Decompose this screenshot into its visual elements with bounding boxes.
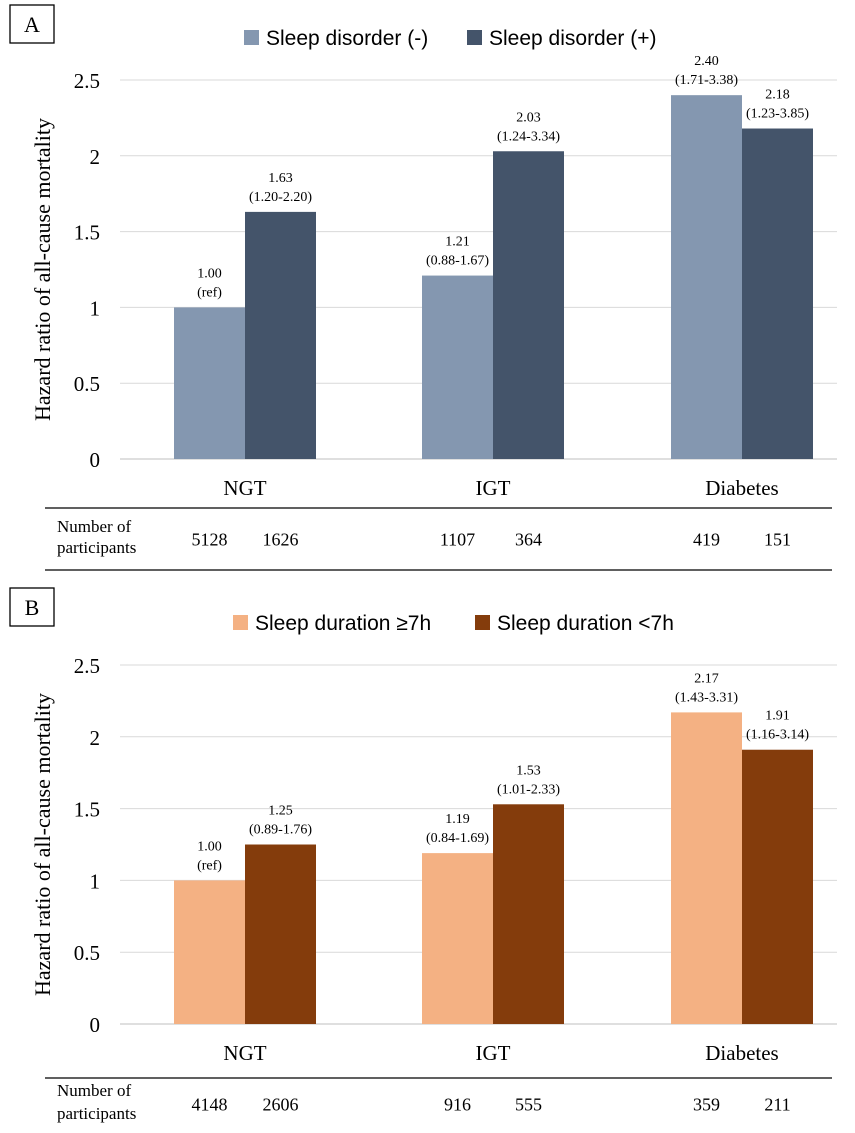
bar-value-label: 1.53: [516, 763, 541, 778]
bar-value-label: 2.40: [694, 54, 719, 69]
participant-count: 2606: [263, 1095, 299, 1115]
bar: [671, 95, 742, 459]
legend-swatch: [475, 615, 490, 630]
panel-label: B: [25, 595, 40, 620]
y-axis-label: Hazard ratio of all-cause mortality: [30, 693, 55, 996]
y-tick-label: 2: [90, 726, 101, 750]
bar: [174, 307, 245, 459]
bar-ci-label: (1.24-3.34): [497, 129, 560, 144]
bar-ci-label: (ref): [197, 858, 222, 873]
legend-swatch: [467, 30, 482, 45]
bar-ci-label: (1.16-3.14): [746, 728, 809, 743]
participants-label-line2: participants: [57, 538, 136, 557]
y-axis-label: Hazard ratio of all-cause mortality: [30, 118, 55, 421]
bar: [245, 211, 316, 459]
participant-count: 5128: [192, 530, 228, 550]
bar-ci-label: (1.01-2.33): [497, 782, 560, 797]
participant-count: 1107: [440, 530, 475, 550]
bar-ci-label: (0.84-1.69): [426, 831, 489, 846]
bar: [493, 804, 564, 1024]
bar: [422, 853, 493, 1024]
bar-value-label: 2.18: [765, 88, 790, 103]
participants-label-line1: Number of: [57, 1081, 131, 1100]
bar: [742, 749, 813, 1024]
panel-label-box: [9, 587, 55, 627]
bar-ci-label: (1.43-3.31): [675, 690, 738, 705]
legend-label: Sleep duration ≥7h: [255, 612, 431, 635]
bar-value-label: 1.63: [268, 171, 293, 186]
participant-count: 4148: [192, 1095, 228, 1115]
x-category-label: IGT: [476, 476, 511, 500]
participants-label-line2: participants: [57, 1104, 136, 1123]
x-category-label: Diabetes: [705, 1041, 778, 1065]
legend-label: Sleep disorder (-): [266, 27, 428, 50]
bar-value-label: 1.25: [268, 804, 293, 819]
bar-value-label: 2.03: [516, 110, 541, 125]
legend-swatch: [244, 30, 259, 45]
bar-value-label: 1.91: [765, 709, 790, 724]
y-tick-label: 1.5: [74, 798, 100, 822]
legend-label: Sleep disorder (+): [489, 27, 657, 50]
x-category-label: NGT: [223, 1041, 266, 1065]
x-category-label: IGT: [476, 1041, 511, 1065]
bar-value-label: 1.21: [445, 235, 470, 250]
chart-panel-a: A 0 0.5 1 1.5 2 2.5 Hazard ratio of all-cause m…: [9, 4, 837, 571]
x-category-label: Diabetes: [705, 476, 778, 500]
bar-ci-label: (1.23-3.85): [746, 107, 809, 122]
bar-value-label: 1.00: [197, 839, 222, 854]
y-tick-label: 1: [90, 296, 101, 320]
participant-count: 211: [764, 1095, 790, 1115]
participant-count: 555: [515, 1095, 542, 1115]
bar-value-label: 1.00: [197, 266, 222, 281]
bar-value-label: 2.17: [694, 671, 719, 686]
participant-count: 151: [764, 530, 791, 550]
bar-ci-label: (1.20-2.20): [249, 190, 312, 205]
bar: [493, 151, 564, 459]
y-tick-label: 0.5: [74, 941, 100, 965]
y-tick-label: 2.5: [74, 654, 100, 678]
legend-swatch: [233, 615, 248, 630]
y-tick-label: 1.5: [74, 221, 100, 245]
chart-panel-b: B 0 0.5 1 1.5 2 2.5 Hazard ratio of all-cause m…: [9, 587, 837, 1123]
x-category-label: NGT: [223, 476, 266, 500]
y-tick-label: 0.5: [74, 372, 100, 396]
participant-count: 1626: [263, 530, 299, 550]
bar-ci-label: (0.89-1.76): [249, 823, 312, 838]
bar-ci-label: (1.71-3.38): [675, 73, 738, 88]
bar: [245, 844, 316, 1024]
participants-label-line1: Number of: [57, 517, 131, 536]
y-tick-label: 1: [90, 869, 101, 893]
y-tick-label: 0: [90, 1013, 101, 1037]
participant-count: 916: [444, 1095, 471, 1115]
legend-label: Sleep duration <7h: [497, 612, 674, 635]
y-tick-label: 0: [90, 448, 101, 472]
bar: [742, 128, 813, 459]
bar-value-label: 1.19: [445, 812, 470, 827]
bar: [174, 880, 245, 1024]
panel-label: A: [24, 12, 40, 37]
bar: [671, 712, 742, 1024]
y-tick-label: 2: [90, 145, 101, 169]
bar: [422, 275, 493, 459]
participant-count: 364: [515, 530, 542, 550]
y-tick-label: 2.5: [74, 69, 100, 93]
bar-ci-label: (ref): [197, 285, 222, 300]
participant-count: 359: [693, 1095, 720, 1115]
panel-label-box: [9, 4, 55, 44]
bar-ci-label: (0.88-1.67): [426, 254, 489, 269]
participant-count: 419: [693, 530, 720, 550]
